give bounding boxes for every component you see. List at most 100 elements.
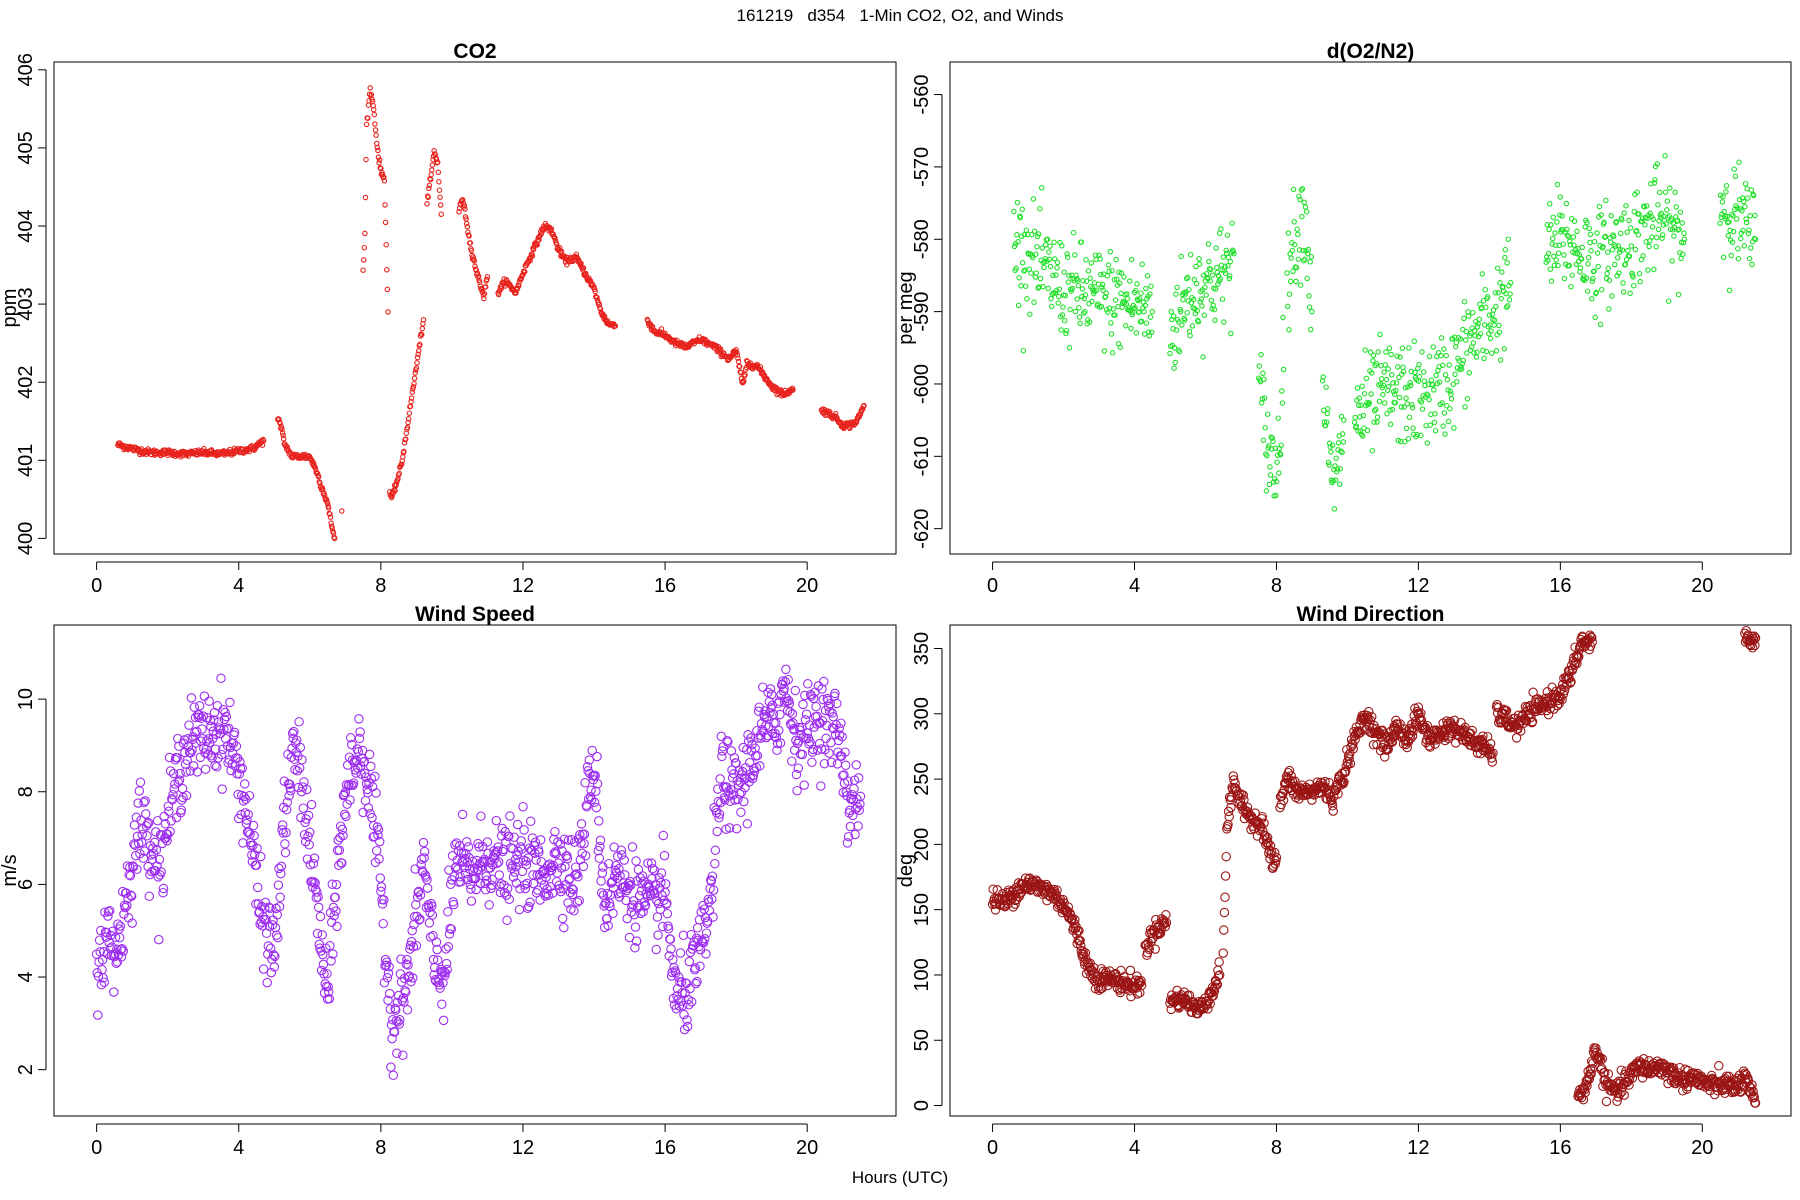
data-point <box>1210 982 1220 992</box>
data-point <box>1293 278 1299 285</box>
data-point <box>1399 345 1406 352</box>
data-point <box>1488 328 1494 334</box>
data-point <box>738 369 744 376</box>
data-point <box>1380 391 1386 398</box>
data-point <box>774 725 784 736</box>
data-point <box>1103 290 1109 296</box>
data-point <box>186 693 197 703</box>
data-point <box>97 965 107 975</box>
data-point <box>1324 410 1331 417</box>
data-point <box>199 691 210 701</box>
data-point <box>1572 658 1582 669</box>
data-point <box>1067 306 1073 313</box>
data-point <box>1221 319 1227 325</box>
data-point <box>333 835 343 845</box>
data-point <box>1317 778 1328 788</box>
data-point <box>220 707 230 718</box>
data-point <box>444 929 455 939</box>
data-point <box>113 919 123 929</box>
data-point <box>355 727 365 737</box>
data-point <box>134 786 145 796</box>
data-point <box>1468 330 1474 337</box>
data-point <box>566 835 577 845</box>
data-point <box>373 824 384 835</box>
data-point <box>619 855 629 865</box>
data-point <box>1477 330 1484 337</box>
data-point <box>1483 748 1493 759</box>
data-point <box>1371 419 1377 425</box>
data-point <box>1406 345 1412 351</box>
data-point <box>414 915 425 925</box>
data-point <box>1321 419 1328 425</box>
data-point <box>1440 423 1446 429</box>
data-point <box>525 897 535 908</box>
data-point <box>686 997 697 1007</box>
data-point <box>1333 789 1343 799</box>
data-point <box>596 876 606 886</box>
data-point <box>1750 640 1760 651</box>
data-point <box>1557 194 1564 200</box>
data-point <box>1646 243 1652 250</box>
data-point <box>611 860 621 871</box>
data-point <box>348 778 359 788</box>
data-point <box>682 1015 692 1025</box>
data-point <box>1015 239 1021 245</box>
data-point <box>713 784 723 794</box>
data-point <box>399 997 409 1007</box>
data-point <box>1397 354 1403 360</box>
data-point <box>1656 189 1663 196</box>
data-point <box>1612 243 1619 249</box>
data-point <box>1212 286 1219 292</box>
y-tick-label: 2 <box>15 1064 37 1075</box>
data-point <box>1277 451 1284 458</box>
data-point <box>362 194 369 201</box>
data-point <box>517 866 528 877</box>
data-point <box>836 718 846 728</box>
data-point <box>595 835 606 846</box>
data-point <box>657 890 667 901</box>
data-point <box>831 720 841 730</box>
data-point <box>639 876 649 886</box>
data-point <box>1062 292 1069 299</box>
data-point <box>1223 247 1229 254</box>
data-point <box>631 936 642 946</box>
data-point <box>1374 414 1381 420</box>
data-point <box>420 316 427 323</box>
data-point <box>1742 203 1748 210</box>
data-point <box>360 267 366 273</box>
data-point <box>1553 257 1559 263</box>
x-tick-label: 0 <box>91 1137 102 1159</box>
data-point <box>1216 230 1223 237</box>
data-point <box>1734 205 1740 211</box>
data-point <box>1486 312 1493 318</box>
data-point <box>1179 322 1185 328</box>
data-point <box>1353 423 1360 429</box>
data-point <box>1496 329 1503 335</box>
data-point <box>280 436 287 442</box>
data-point <box>572 897 583 907</box>
data-point <box>383 241 389 248</box>
data-point <box>1467 725 1477 736</box>
data-point <box>1083 256 1089 263</box>
data-point <box>1433 372 1439 379</box>
data-point <box>521 860 532 870</box>
data-point <box>743 730 753 740</box>
data-point <box>318 959 329 970</box>
data-point <box>1679 220 1685 226</box>
data-point <box>695 961 705 972</box>
data-point <box>262 977 272 988</box>
data-point <box>210 744 221 754</box>
data-point <box>1108 331 1115 337</box>
data-point <box>1411 338 1418 345</box>
data-point <box>1424 440 1431 446</box>
data-point <box>236 809 246 820</box>
data-point <box>1320 374 1326 380</box>
data-point <box>1268 446 1275 452</box>
data-point <box>142 831 152 841</box>
data-point <box>1630 274 1636 280</box>
data-point <box>276 861 287 872</box>
data-point <box>389 1027 400 1037</box>
data-point <box>736 363 743 370</box>
data-point <box>1594 230 1600 236</box>
data-point <box>698 938 709 948</box>
